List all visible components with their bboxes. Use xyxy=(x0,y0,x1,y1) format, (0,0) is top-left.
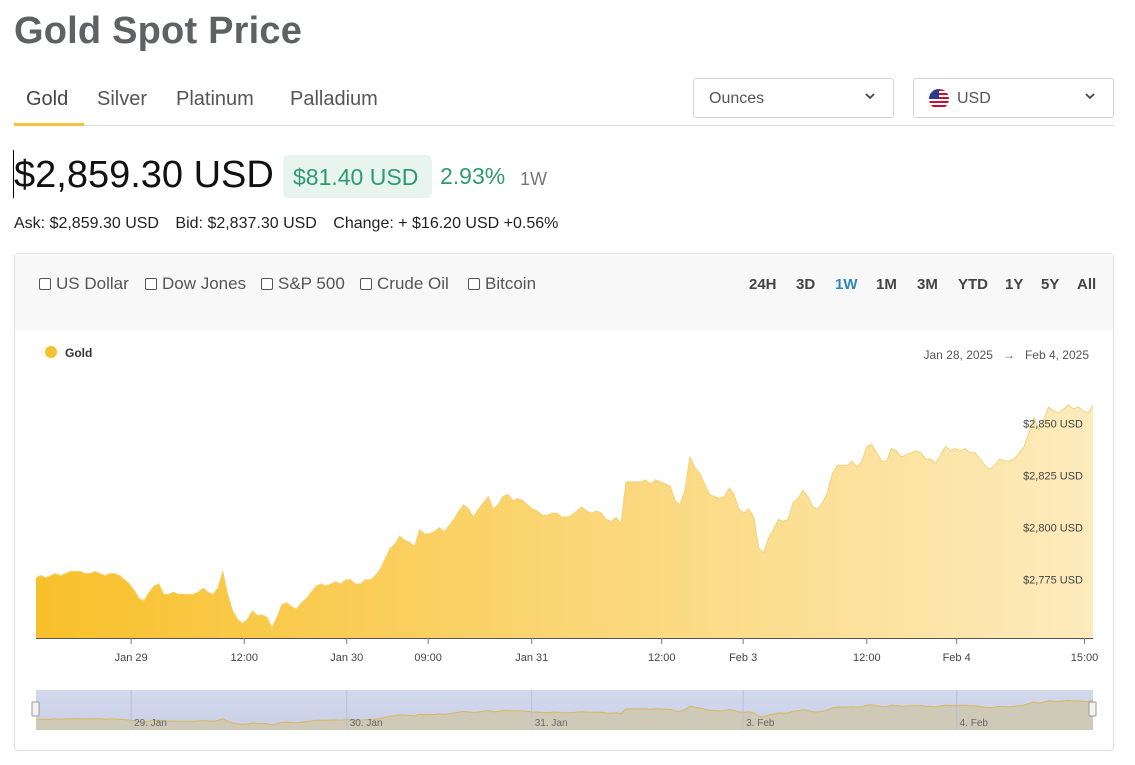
range-1m[interactable]: 1M xyxy=(876,276,897,293)
navigator-label: 4. Feb xyxy=(960,718,989,729)
chart-toolbar: US Dollar Dow Jones S&P 500 Crude Oil Bi… xyxy=(15,254,1113,330)
x-tick-label: 15:00 xyxy=(1071,652,1099,664)
y-tick-label: $2,775 USD xyxy=(1023,575,1083,587)
currency-select-value: USD xyxy=(957,90,991,107)
navigator-line xyxy=(35,699,1094,726)
checkbox-icon[interactable] xyxy=(360,278,372,290)
compare-label: Crude Oil xyxy=(377,274,449,293)
x-tick-label: Jan 30 xyxy=(330,652,363,664)
checkbox-icon[interactable] xyxy=(145,278,157,290)
bid-price: Bid: $2,837.30 USD xyxy=(175,215,317,232)
tab-gold[interactable]: Gold xyxy=(26,88,69,110)
chevron-down-icon xyxy=(865,93,875,100)
compare-crude-oil[interactable]: Crude Oil xyxy=(360,274,449,294)
range-1w[interactable]: 1W xyxy=(835,276,858,293)
compare-us-dollar[interactable]: US Dollar xyxy=(39,274,129,294)
navigator-label: 30. Jan xyxy=(350,718,383,729)
chevron-down-icon xyxy=(1085,93,1095,100)
x-tick-label: 09:00 xyxy=(414,652,442,664)
y-tick-label: $2,825 USD xyxy=(1023,471,1083,483)
chart-date-range: Jan 28, 2025 → Feb 4, 2025 xyxy=(924,348,1090,362)
date-range-from: Jan 28, 2025 xyxy=(923,348,993,362)
range-1y[interactable]: 1Y xyxy=(1005,276,1024,293)
x-tick-label: Jan 31 xyxy=(515,652,548,664)
range-3d[interactable]: 3D xyxy=(796,276,816,293)
x-tick-label: 12:00 xyxy=(853,652,881,664)
quote-details: Ask: $2,859.30 USD Bid: $2,837.30 USD Ch… xyxy=(14,215,570,233)
us-flag-icon xyxy=(929,89,949,109)
metal-tabs: Gold Silver Platinum Palladium xyxy=(14,78,1114,126)
y-tick-label: $2,850 USD xyxy=(1023,419,1083,431)
x-tick-label: Feb 3 xyxy=(729,652,757,664)
compare-label: S&P 500 xyxy=(278,274,345,293)
daily-change: Change: + $16.20 USD +0.56% xyxy=(333,215,559,232)
period-label: 1W xyxy=(520,169,547,189)
range-navigator[interactable]: 29. Jan 30. Jan 31. Jan 3. Feb 4. Feb xyxy=(31,690,1097,730)
date-range-to: Feb 4, 2025 xyxy=(1024,348,1089,362)
compare-sp500[interactable]: S&P 500 xyxy=(261,274,345,294)
checkbox-icon[interactable] xyxy=(468,278,480,290)
unit-select-value: Ounces xyxy=(709,90,765,107)
page-title: Gold Spot Price xyxy=(14,10,303,52)
range-5y[interactable]: 5Y xyxy=(1041,276,1060,293)
compare-label: Bitcoin xyxy=(485,274,537,293)
legend-gold-marker xyxy=(45,346,57,358)
navigator-label: 31. Jan xyxy=(535,718,568,729)
unit-select[interactable]: Ounces xyxy=(693,78,894,118)
gold-area xyxy=(36,404,1093,638)
active-tab-indicator xyxy=(14,123,84,126)
checkbox-icon[interactable] xyxy=(39,278,51,290)
checkbox-icon[interactable] xyxy=(261,278,273,290)
compare-dow-jones[interactable]: Dow Jones xyxy=(145,274,246,294)
change-amount: $81.40 USD xyxy=(293,164,419,190)
x-tick-label: 12:00 xyxy=(230,652,258,664)
y-tick-label: $2,800 USD xyxy=(1023,523,1083,535)
text-cursor xyxy=(13,150,14,198)
navigator-left-handle[interactable] xyxy=(31,701,40,717)
date-range-arrow: → xyxy=(1002,348,1015,362)
navigator-label: 29. Jan xyxy=(134,718,167,729)
legend-gold-label: Gold xyxy=(65,346,93,360)
x-tick-label: Feb 4 xyxy=(943,652,971,664)
range-3m[interactable]: 3M xyxy=(917,276,938,293)
gold-price-chart[interactable]: $2,775 USD $2,800 USD $2,825 USD $2,850 USD… xyxy=(15,254,1113,750)
navigator-label: 3. Feb xyxy=(746,718,775,729)
tab-silver[interactable]: Silver xyxy=(97,88,148,110)
range-ytd[interactable]: YTD xyxy=(958,276,988,293)
tab-palladium[interactable]: Palladium xyxy=(290,88,378,110)
current-price: $2,859.30 USD xyxy=(14,154,274,196)
plot-area: $2,775 USD $2,800 USD $2,825 USD $2,850 USD… xyxy=(35,404,1099,664)
chart-card: US Dollar Dow Jones S&P 500 Crude Oil Bi… xyxy=(14,253,1114,751)
currency-select[interactable]: USD xyxy=(913,78,1114,118)
range-all[interactable]: All xyxy=(1077,276,1097,293)
compare-label: US Dollar xyxy=(56,274,129,293)
change-amount-badge: $81.40 USD xyxy=(283,155,432,198)
x-tick-label: Jan 29 xyxy=(115,652,148,664)
change-percent: 2.93% xyxy=(440,163,506,189)
gold-line xyxy=(35,404,1094,629)
compare-label: Dow Jones xyxy=(162,274,247,293)
range-24h[interactable]: 24H xyxy=(749,276,777,293)
compare-bitcoin[interactable]: Bitcoin xyxy=(468,274,536,294)
ask-price: Ask: $2,859.30 USD xyxy=(14,215,159,232)
tab-platinum[interactable]: Platinum xyxy=(176,88,254,110)
x-tick-label: 12:00 xyxy=(648,652,676,664)
navigator-right-handle[interactable] xyxy=(1088,701,1097,717)
